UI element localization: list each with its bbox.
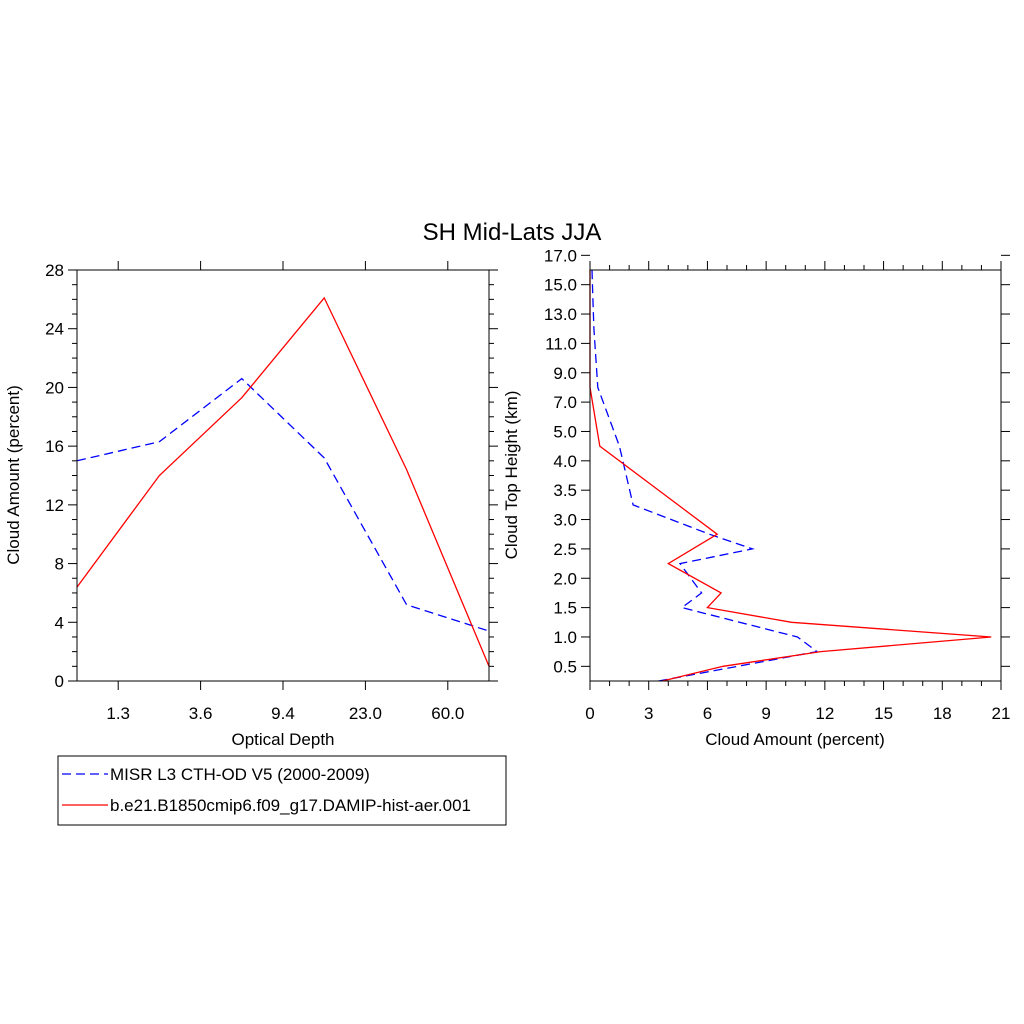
right-y-tick-label: 15.0 [544,276,577,295]
legend-box [57,755,507,826]
legend-label-obs: MISR L3 CTH-OD V5 (2000-2009) [110,765,370,784]
right-y-tick-label: 13.0 [544,305,577,324]
cloud-top-height-panel: 0 3 6 9 12 15 18 21 0.5 1.0 1.5 2.0 2.5 3.0 3.5 4.0 5.0 7… [502,246,1010,749]
left-x-tick-label: 1.3 [106,704,130,723]
right-x-tick-label: 15 [874,704,893,723]
right-y-tick-label: 17.0 [544,246,577,265]
left-y-tick-label: 24 [45,320,64,339]
left-x-tick-label: 3.6 [189,704,213,723]
left-y-axis-label: Cloud Amount (percent) [4,385,23,565]
right-x-tick-label: 21 [992,704,1011,723]
right-y-tick-label: 3.0 [553,511,577,530]
right-y-tick-label: 2.0 [553,569,577,588]
chart-title: SH Mid-Lats JJA [423,219,602,246]
left-y-tick-label: 28 [45,261,64,280]
right-y-tick-label: 5.0 [553,422,577,441]
right-y-tick-label: 9.0 [553,364,577,383]
left-x-axis-label: Optical Depth [232,730,335,749]
left-x-tick-label: 23.0 [349,704,382,723]
right-y-tick-label: 11.0 [545,334,577,353]
left-series-model-line [76,296,490,667]
right-x-axis-label: Cloud Amount (percent) [705,730,885,749]
left-series-obs-line [76,377,490,632]
right-y-tick-label: 3.5 [553,481,577,500]
left-x-tick-label: 60.0 [431,704,464,723]
right-y-tick-label: 7.0 [553,393,577,412]
left-y-tick-label: 20 [45,378,64,397]
left-y-tick-label: 16 [45,437,64,456]
left-y-tick-label: 4 [55,613,64,632]
left-y-tick-label: 8 [55,555,64,574]
right-series-model-line [589,270,992,682]
legend-label-model: b.e21.B1850cmip6.f09_g17.DAMIP-hist-aer.… [110,796,471,815]
left-y-tick-label: 0 [55,672,64,691]
right-y-tick-label: 1.5 [553,599,577,618]
left-x-tick-label: 9.4 [271,704,295,723]
right-x-tick-label: 9 [761,704,770,723]
optical-depth-panel: 0 4 8 12 16 20 24 28 1.3 3.6 9.4 23.0 60.0 Optical D… [4,261,498,749]
right-y-tick-label: 1.0 [553,628,577,647]
right-y-tick-label: 2.5 [553,540,577,559]
right-x-tick-label: 12 [815,704,834,723]
right-plot-frame [589,269,1002,682]
right-series-obs-line [591,269,819,682]
right-x-tick-label: 6 [703,704,712,723]
right-x-tick-label: 18 [933,704,952,723]
right-y-tick-label: 0.5 [553,657,577,676]
right-y-axis-label: Cloud Top Height (km) [502,391,521,560]
right-x-tick-label: 3 [644,704,653,723]
left-plot-frame [76,269,490,682]
legend: MISR L3 CTH-OD V5 (2000-2009) b.e21.B185… [57,755,507,826]
right-x-tick-label: 0 [585,704,594,723]
right-y-tick-label: 4.0 [553,452,577,471]
left-y-tick-label: 12 [45,496,64,515]
